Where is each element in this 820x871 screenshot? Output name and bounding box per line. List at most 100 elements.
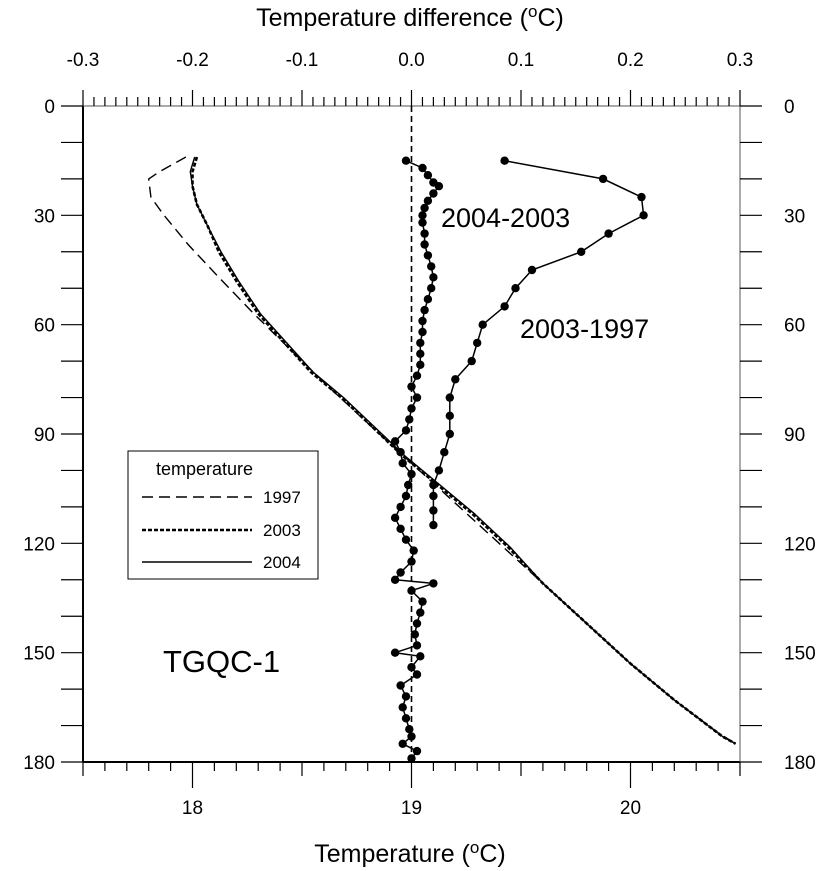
difference-point-2004-2003-10 <box>420 229 429 238</box>
difference-point-2003-1997-4 <box>604 229 613 238</box>
difference-point-2004-2003-54 <box>396 681 405 690</box>
legend-label-2003: 2003 <box>263 521 301 540</box>
difference-point-2004-2003-61 <box>412 746 422 756</box>
left-tick-label-120: 120 <box>23 534 55 555</box>
difference-point-2004-2003-31 <box>398 459 407 468</box>
difference-point-2004-2003-17 <box>420 305 429 315</box>
difference-point-2004-2003-62 <box>407 754 416 763</box>
left-tick-label-30: 30 <box>34 206 55 227</box>
legend-box <box>127 450 319 580</box>
difference-point-2003-1997-13 <box>445 393 454 402</box>
right-tick-label-30: 30 <box>784 206 805 227</box>
top-tick-label-1: -0.2 <box>176 50 209 71</box>
difference-point-2003-1997-3 <box>639 211 648 220</box>
difference-point-2003-1997-20 <box>429 506 438 515</box>
difference-point-2004-2003-32 <box>407 469 416 479</box>
difference-point-2004-2003-5 <box>429 189 438 198</box>
difference-point-2004-2003-6 <box>423 196 433 205</box>
well-id-label: TGQC-1 <box>163 644 280 679</box>
difference-point-2004-2003-52 <box>407 663 416 672</box>
difference-point-2004-2003-40 <box>407 557 416 566</box>
difference-point-2004-2003-55 <box>401 692 411 701</box>
top-tick-label-2: -0.1 <box>286 50 319 71</box>
data-series <box>148 106 737 763</box>
top-tick-label-4: 0.1 <box>508 50 534 71</box>
axes <box>61 90 762 788</box>
difference-point-2004-2003-34 <box>401 491 411 501</box>
difference-point-2003-1997-6 <box>527 265 537 275</box>
difference-point-2004-2003-42 <box>390 575 400 584</box>
difference-point-2004-2003-60 <box>398 739 407 748</box>
difference-point-2004-2003-59 <box>407 732 416 741</box>
difference-point-2004-2003-33 <box>404 480 413 490</box>
difference-point-2004-2003-25 <box>412 393 422 402</box>
top-tick-label-5: 0.2 <box>617 50 643 71</box>
difference-point-2004-2003-30 <box>396 448 405 457</box>
bottom-tick-label-18: 18 <box>182 798 203 819</box>
right-tick-label-150: 150 <box>784 644 816 665</box>
tick-labels: 0 0 30 30 60 60 90 90 120 120 150 150 180 180 -0.3 -0.2… <box>23 50 815 819</box>
difference-point-2004-2003-2 <box>423 171 433 180</box>
annotation-2003-1997: 2003-1997 <box>520 314 649 344</box>
top-axis-title: Temperature difference (oC) <box>256 2 564 32</box>
left-tick-label-150: 150 <box>23 644 55 665</box>
difference-point-2003-1997-21 <box>429 520 438 530</box>
difference-point-2004-2003-45 <box>418 597 427 606</box>
difference-point-2004-2003-1 <box>418 163 427 173</box>
difference-point-2004-2003-29 <box>390 437 400 446</box>
annotation-2004-2003: 2004-2003 <box>441 203 570 233</box>
difference-point-2004-2003-43 <box>429 579 438 588</box>
difference-point-2003-1997-2 <box>637 192 646 202</box>
difference-point-2004-2003-48 <box>410 630 419 639</box>
top-tick-label-0: -0.3 <box>67 50 100 71</box>
left-tick-label-0: 0 <box>44 97 55 118</box>
legend-label-1997: 1997 <box>263 488 301 507</box>
difference-point-2003-1997-18 <box>429 480 438 490</box>
difference-point-2003-1997-16 <box>440 448 449 457</box>
difference-point-2004-2003-36 <box>390 513 400 522</box>
difference-point-2004-2003-39 <box>409 546 418 555</box>
top-tick-label-6: 0.3 <box>727 50 753 71</box>
bottom-axis-title: Temperature (oC) <box>314 838 505 868</box>
difference-point-2003-1997-7 <box>511 284 520 293</box>
difference-point-2004-2003-23 <box>412 371 422 380</box>
difference-point-2003-1997-5 <box>577 247 586 256</box>
difference-point-2004-2003-16 <box>423 295 433 304</box>
right-tick-label-180: 180 <box>784 753 816 774</box>
difference-point-2004-2003-57 <box>401 714 411 723</box>
difference-point-2003-1997-8 <box>500 302 509 311</box>
difference-point-2003-1997-9 <box>478 320 487 329</box>
difference-line-2003-1997 <box>432 159 645 526</box>
difference-point-2004-2003-4 <box>434 182 444 191</box>
difference-point-2003-1997-14 <box>445 411 454 420</box>
right-tick-label-90: 90 <box>784 425 805 446</box>
difference-point-2004-2003-37 <box>396 524 405 533</box>
right-tick-label-120: 120 <box>784 534 816 555</box>
temperature-line-2004 <box>189 156 736 745</box>
difference-point-2004-2003-8 <box>418 211 427 220</box>
difference-point-2004-2003-13 <box>427 262 436 271</box>
legend-title: temperature <box>156 459 253 479</box>
left-tick-label-90: 90 <box>34 425 55 446</box>
difference-point-2004-2003-38 <box>401 535 411 544</box>
left-tick-label-60: 60 <box>34 316 55 337</box>
difference-point-2003-1997-10 <box>473 338 482 348</box>
difference-point-2004-2003-7 <box>420 203 429 213</box>
difference-point-2004-2003-49 <box>412 641 422 650</box>
legend-label-2004: 2004 <box>263 553 301 572</box>
difference-point-2003-1997-19 <box>429 491 438 501</box>
difference-point-2003-1997-0 <box>500 156 509 165</box>
bottom-tick-label-19: 19 <box>401 798 422 819</box>
difference-point-2004-2003-47 <box>412 619 422 628</box>
difference-point-2004-2003-44 <box>407 586 416 595</box>
difference-point-2004-2003-0 <box>401 156 411 165</box>
right-tick-label-0: 0 <box>784 97 795 118</box>
difference-point-2004-2003-12 <box>423 251 433 260</box>
difference-point-2004-2003-27 <box>405 415 414 424</box>
difference-point-2004-2003-9 <box>418 218 427 227</box>
difference-point-2004-2003-20 <box>416 338 425 348</box>
difference-point-2004-2003-41 <box>396 568 405 577</box>
difference-point-2004-2003-56 <box>398 703 407 712</box>
legend: temperature 1997 2003 2004 <box>127 450 319 580</box>
